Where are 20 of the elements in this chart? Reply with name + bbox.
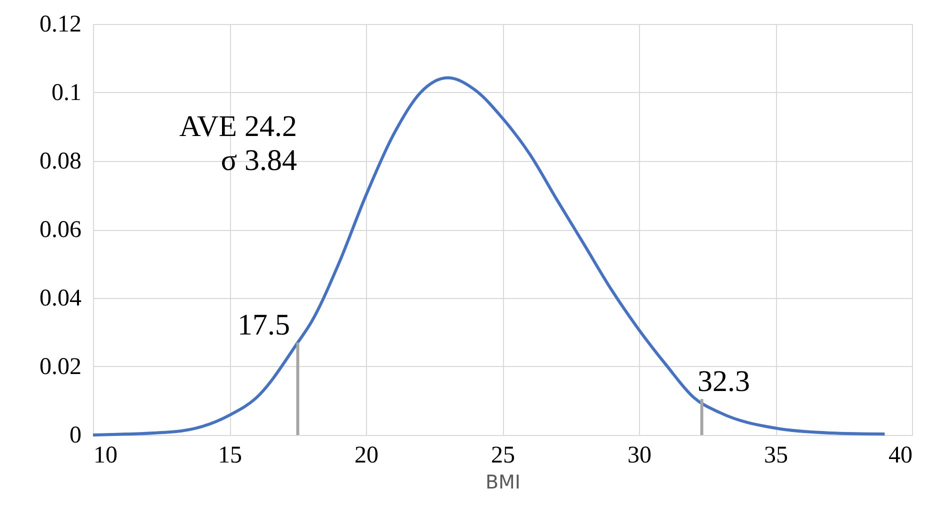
y-tick-label: 0.12: [40, 12, 82, 38]
y-tick-label: 0.04: [40, 286, 82, 312]
annotation: 32.3: [698, 365, 750, 398]
y-tick-label: 0: [70, 422, 82, 448]
annotation: 17.5: [238, 308, 290, 342]
x-tick-label: 40: [888, 442, 912, 468]
x-tick-label: 30: [628, 442, 652, 468]
x-tick-label: 20: [354, 442, 378, 468]
annotation: σ 3.84: [220, 144, 297, 177]
x-tick-label: 15: [218, 442, 242, 468]
x-tick-label: 25: [491, 442, 515, 468]
y-tick-label: 0.02: [40, 354, 82, 380]
y-tick-label: 0.06: [40, 217, 82, 243]
x-tick-label: 10: [94, 442, 118, 468]
x-axis-title: BMI: [485, 472, 521, 494]
y-tick-label: 0.1: [52, 80, 82, 106]
x-tick-label: 35: [764, 442, 788, 468]
annotation: AVE 24.2: [179, 110, 297, 143]
line-series: [92, 76, 886, 436]
y-tick-label: 0.08: [40, 148, 82, 174]
